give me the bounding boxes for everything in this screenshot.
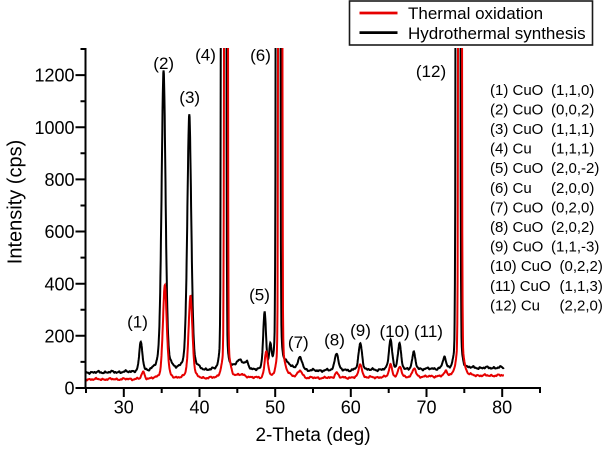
- svg-text:(2): (2): [153, 54, 174, 73]
- svg-text:Thermal oxidation: Thermal oxidation: [408, 4, 543, 23]
- svg-text:(0,2,0): (0,2,0): [551, 199, 594, 216]
- svg-text:(1,1,3): (1,1,3): [560, 278, 603, 295]
- svg-text:(2,0,0): (2,0,0): [551, 180, 594, 197]
- svg-text:(1,1,-3): (1,1,-3): [551, 239, 599, 256]
- svg-text:40: 40: [189, 398, 209, 418]
- svg-text:800: 800: [44, 170, 74, 190]
- svg-text:70: 70: [416, 398, 436, 418]
- svg-text:50: 50: [265, 398, 285, 418]
- svg-text:(6): (6): [250, 46, 271, 65]
- svg-text:(8) CuO: (8) CuO: [490, 219, 543, 236]
- svg-text:(9) CuO: (9) CuO: [490, 239, 543, 256]
- svg-text:(12) Cu: (12) Cu: [490, 297, 540, 314]
- svg-text:(3) CuO: (3) CuO: [490, 121, 543, 138]
- svg-text:(1,1,0): (1,1,0): [551, 82, 594, 99]
- svg-text:(7) CuO: (7) CuO: [490, 199, 543, 216]
- svg-text:(7): (7): [288, 333, 309, 352]
- svg-text:(11) CuO: (11) CuO: [490, 278, 551, 295]
- svg-text:Intensity (cps): Intensity (cps): [5, 140, 27, 264]
- svg-text:60: 60: [341, 398, 361, 418]
- svg-text:(0,0,2): (0,0,2): [551, 101, 594, 118]
- svg-text:400: 400: [44, 274, 74, 294]
- svg-text:200: 200: [44, 326, 74, 346]
- svg-text:0: 0: [64, 379, 74, 399]
- svg-text:(12): (12): [416, 62, 446, 81]
- svg-text:(2,0,2): (2,0,2): [551, 219, 594, 236]
- svg-text:600: 600: [44, 222, 74, 242]
- svg-text:(5) CuO: (5) CuO: [490, 160, 543, 177]
- svg-text:80: 80: [492, 398, 512, 418]
- svg-text:(3): (3): [179, 88, 200, 107]
- svg-text:(1,1,1): (1,1,1): [551, 141, 594, 158]
- svg-text:(2) CuO: (2) CuO: [490, 101, 543, 118]
- svg-text:(6) Cu: (6) Cu: [490, 180, 532, 197]
- svg-text:(10) CuO: (10) CuO: [490, 258, 552, 275]
- svg-text:(5): (5): [249, 286, 270, 305]
- svg-text:(2,0,-2): (2,0,-2): [551, 160, 599, 177]
- svg-text:(1,1,1): (1,1,1): [551, 121, 594, 138]
- svg-text:(8): (8): [324, 331, 345, 350]
- svg-text:(9): (9): [350, 321, 371, 340]
- svg-text:(4): (4): [195, 46, 216, 65]
- svg-text:(4) Cu: (4) Cu: [490, 141, 532, 158]
- svg-text:1200: 1200: [34, 66, 74, 86]
- svg-text:(0,2,2): (0,2,2): [560, 258, 603, 275]
- svg-text:Hydrothermal synthesis: Hydrothermal synthesis: [408, 24, 586, 43]
- svg-text:1000: 1000: [34, 118, 74, 138]
- svg-text:(2,2,0): (2,2,0): [560, 297, 603, 314]
- svg-text:(11): (11): [414, 322, 443, 341]
- svg-text:(10): (10): [379, 322, 409, 341]
- svg-text:2-Theta (deg): 2-Theta (deg): [255, 425, 370, 446]
- svg-text:(1) CuO: (1) CuO: [490, 82, 543, 99]
- svg-text:(1): (1): [127, 313, 148, 332]
- svg-text:30: 30: [114, 398, 134, 418]
